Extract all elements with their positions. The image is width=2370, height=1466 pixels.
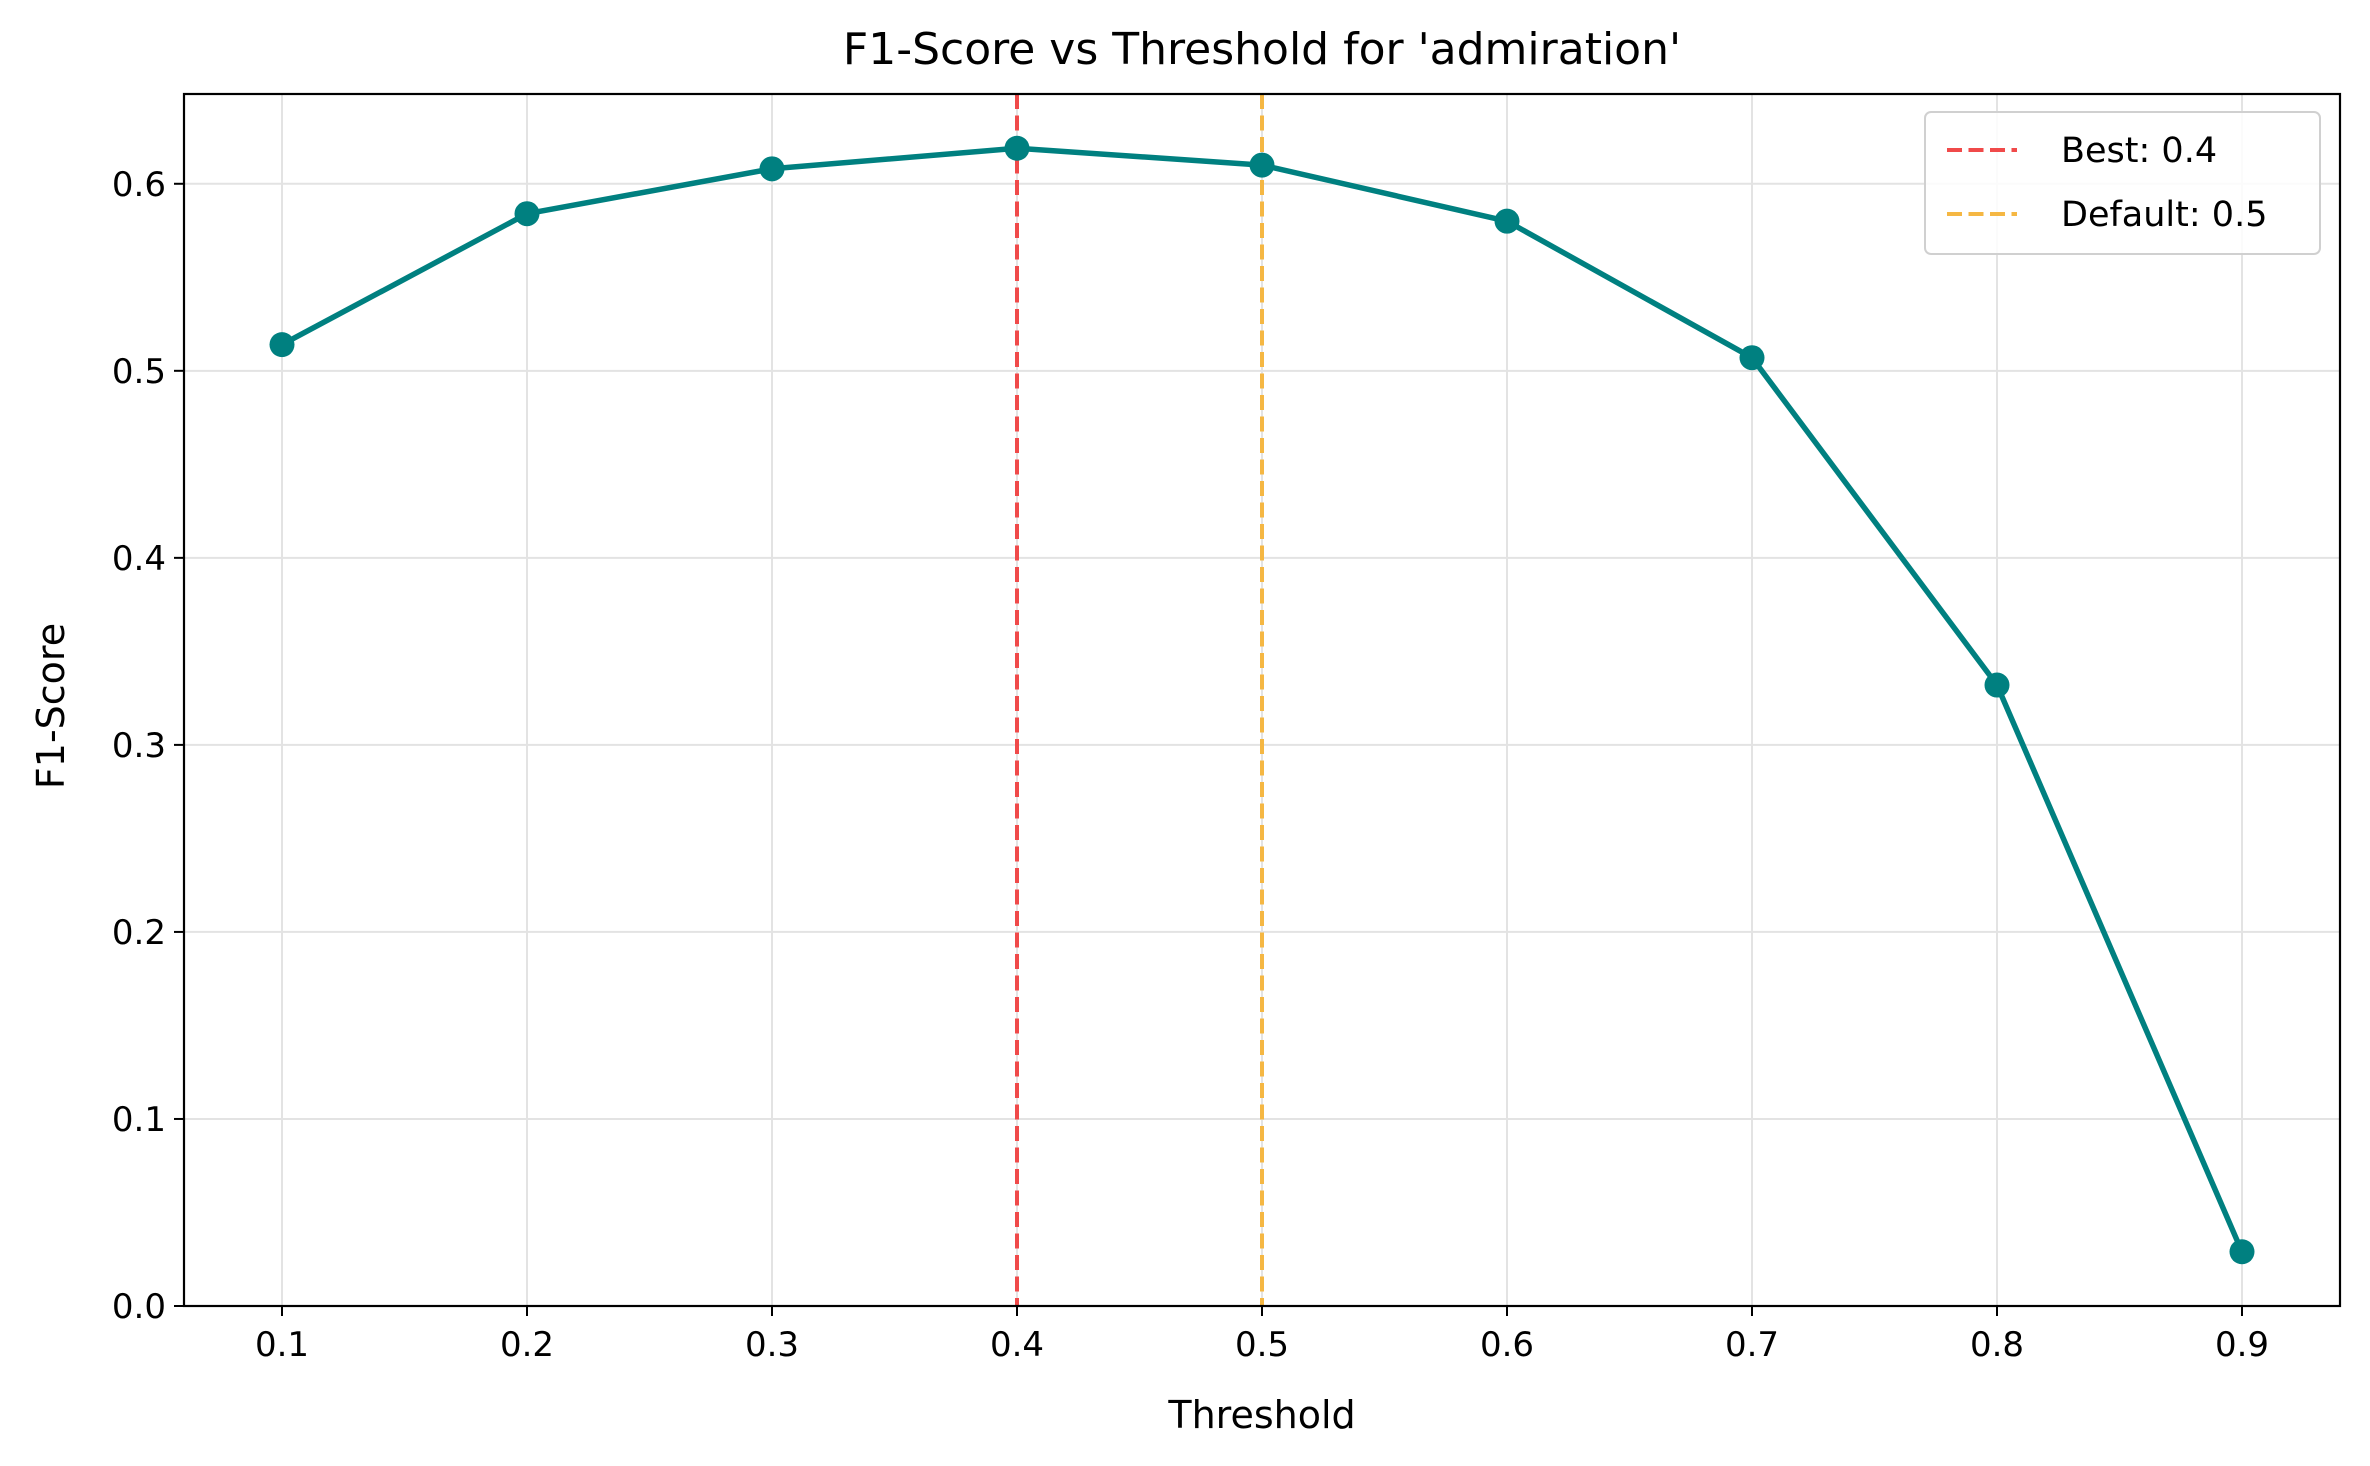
data-point [1984, 672, 2010, 698]
x-tick-label: 0.5 [1235, 1325, 1289, 1365]
y-tick-label: 0.2 [112, 913, 166, 953]
legend-box [1924, 111, 2321, 255]
x-axis-label: Threshold [1167, 1393, 1355, 1437]
x-tick-label: 0.8 [1970, 1325, 2024, 1365]
x-tick-label: 0.2 [500, 1325, 554, 1365]
y-axis-label: F1-Score [29, 623, 73, 789]
data-point [759, 156, 785, 182]
x-tick-label: 0.7 [1725, 1325, 1779, 1365]
x-tick-label: 0.6 [1480, 1325, 1534, 1365]
reference-lines [1015, 94, 1264, 1306]
y-tick-label: 0.0 [112, 1287, 166, 1327]
data-point [514, 201, 540, 227]
y-tick-label: 0.4 [112, 539, 166, 579]
y-tick-label: 0.1 [112, 1100, 166, 1140]
y-tick-label: 0.3 [112, 726, 166, 766]
legend: Best: 0.4 Default: 0.5 [1924, 111, 2321, 255]
legend-label: Default: 0.5 [2061, 195, 2267, 235]
data-point [1494, 208, 1520, 234]
x-tick-label: 0.3 [745, 1325, 799, 1365]
data-point [1249, 152, 1275, 178]
x-tick-label: 0.9 [2215, 1325, 2269, 1365]
y-tick-label: 0.6 [112, 165, 166, 205]
legend-label: Best: 0.4 [2061, 131, 2217, 171]
x-tick-label: 0.1 [255, 1325, 309, 1365]
chart-title: F1-Score vs Threshold for 'admiration' [843, 24, 1681, 75]
x-tick-label: 0.4 [990, 1325, 1044, 1365]
data-point [1004, 135, 1030, 161]
data-point [1739, 345, 1765, 371]
series-group [269, 135, 2255, 1265]
y-tick-label: 0.5 [112, 352, 166, 392]
ticks: 0.1 0.2 0.3 0.4 0.5 0.6 0.7 0.8 0.9 0.0 0.1 0.2 0.3 0… [112, 165, 2269, 1365]
data-point [269, 332, 295, 358]
data-point [2229, 1239, 2255, 1265]
